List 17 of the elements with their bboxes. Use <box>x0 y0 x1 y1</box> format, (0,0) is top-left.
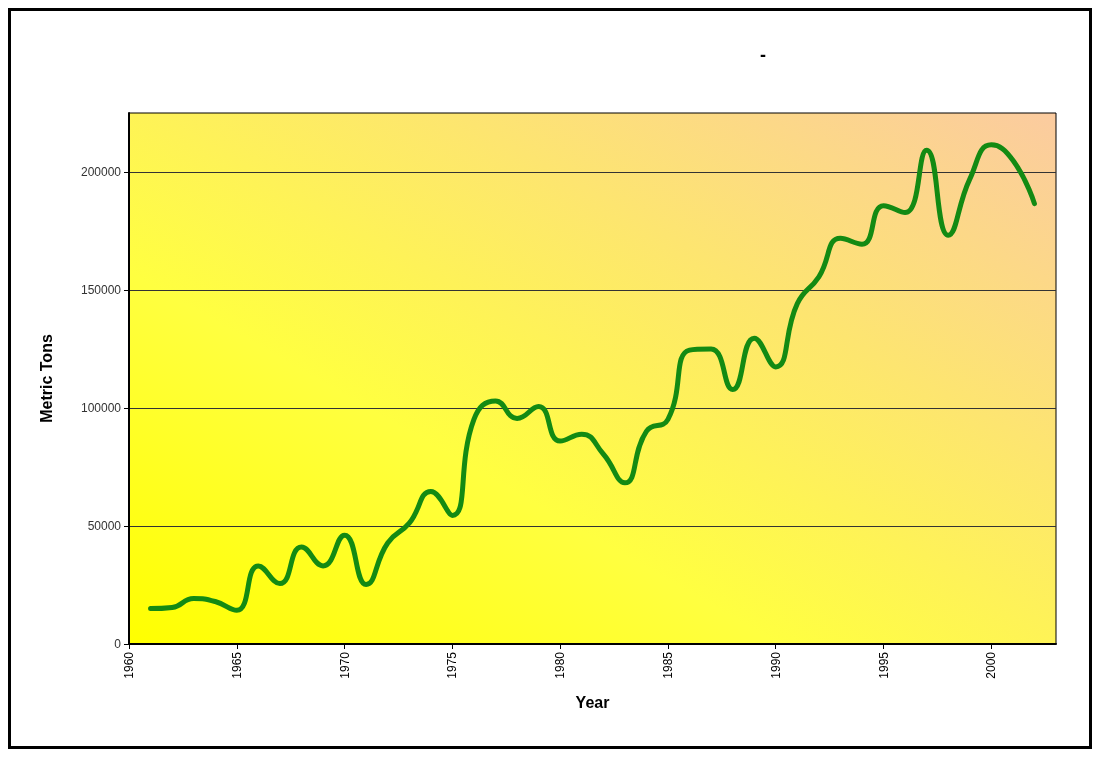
y-tick-label: 150000 <box>80 283 122 297</box>
y-tick-label: 0 <box>114 637 122 651</box>
x-tick-label: 2000 <box>984 651 999 679</box>
x-tick-label: 1990 <box>768 651 783 679</box>
y-tick-label: 50000 <box>87 519 122 533</box>
y-tick-label: 200000 <box>80 165 122 179</box>
x-tick-label: 1975 <box>445 651 460 679</box>
x-tick-label: 1965 <box>229 651 244 679</box>
x-tick-label: 1995 <box>876 651 891 679</box>
y-tick-label: 100000 <box>80 401 122 415</box>
x-tick-label: 1985 <box>660 651 675 679</box>
y-axis-title: Metric Tons <box>37 334 55 423</box>
x-tick-label: 1960 <box>122 651 136 679</box>
x-axis-title: Year <box>575 693 610 711</box>
x-tick-label: 1980 <box>553 651 568 679</box>
chart-title: - <box>760 45 766 65</box>
x-tick-label: 1970 <box>337 651 352 679</box>
